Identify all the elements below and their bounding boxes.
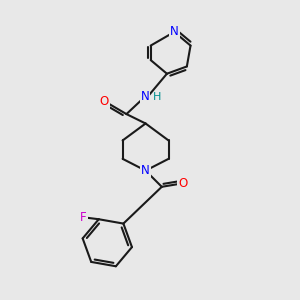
Text: N: N: [170, 26, 179, 38]
Text: N: N: [141, 164, 150, 177]
Text: H: H: [153, 92, 161, 102]
Text: N: N: [141, 90, 150, 103]
Text: O: O: [100, 95, 109, 108]
Text: F: F: [80, 211, 87, 224]
Text: O: O: [178, 177, 188, 190]
